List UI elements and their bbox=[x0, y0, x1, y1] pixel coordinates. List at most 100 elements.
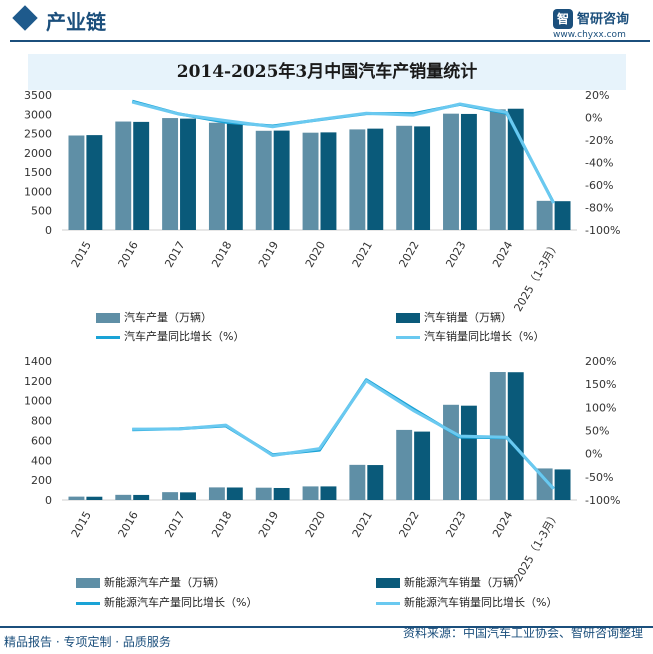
nev-bar-s0-7 bbox=[396, 429, 413, 500]
car-category-label-3: 2018 bbox=[209, 239, 234, 270]
car-bar-s0-6 bbox=[349, 129, 366, 230]
car-bar-s0-5 bbox=[302, 132, 319, 230]
car-category-label-0: 2015 bbox=[69, 239, 94, 270]
nev-bar-s0-3 bbox=[208, 487, 225, 500]
car-legend-label-3: 汽车销量同比增长（%） bbox=[424, 330, 545, 343]
nev-bar-s1-9 bbox=[507, 372, 524, 500]
nev-bar-s0-6 bbox=[349, 464, 366, 500]
car-bar-s1-2 bbox=[180, 118, 196, 230]
car-bar-s1-8 bbox=[460, 113, 477, 230]
footer: 精品报告 · 专项定制 · 品质服务 资料来源：中国汽车工业协会、智研咨询整理 bbox=[0, 624, 653, 654]
nev-bar-s1-3 bbox=[226, 487, 243, 500]
car-category-label-1: 2016 bbox=[116, 239, 141, 270]
nev-y-tick-4: 800 bbox=[31, 415, 52, 428]
nev-legend-swatch-2 bbox=[76, 602, 100, 605]
nev-category-label-5: 2020 bbox=[303, 509, 328, 540]
header-divider bbox=[10, 40, 650, 42]
car-category-label-8: 2023 bbox=[443, 239, 468, 270]
car-bar-s0-7 bbox=[396, 125, 413, 230]
car-category-label-4: 2019 bbox=[256, 239, 281, 270]
car-bar-s0-4 bbox=[255, 130, 272, 230]
car-y-tick-2: 1000 bbox=[24, 185, 52, 198]
nev-bar-s1-1 bbox=[133, 494, 150, 500]
car-y2-tick-3: -40% bbox=[585, 157, 613, 170]
car-bar-s0-9 bbox=[489, 109, 506, 230]
car-category-label-9: 2024 bbox=[490, 239, 515, 270]
brand-logo-icon: 智 bbox=[553, 9, 573, 29]
nev-bar-s1-5 bbox=[320, 486, 337, 500]
nev-legend-swatch-1 bbox=[376, 578, 400, 588]
car-y2-tick-1: -80% bbox=[585, 202, 613, 215]
nev-category-label-6: 2021 bbox=[350, 509, 375, 540]
footer-slogan: 精品报告 · 专项定制 · 品质服务 bbox=[4, 635, 171, 649]
car-category-label-5: 2020 bbox=[303, 239, 328, 270]
nev-legend-label-2: 新能源汽车产量同比增长（%） bbox=[104, 596, 258, 609]
nev-y-tick-5: 1000 bbox=[24, 395, 52, 408]
brand-name: 智研咨询 bbox=[577, 12, 630, 27]
nev-y2-tick-2: 0% bbox=[585, 448, 602, 461]
car-bar-s1-4 bbox=[273, 130, 290, 230]
car-line-s3 bbox=[131, 100, 555, 204]
nev-category-label-2: 2017 bbox=[162, 509, 187, 540]
chart-title: 2014-2025年3月中国汽车产销量统计 bbox=[176, 62, 478, 82]
nev-legend-swatch-3 bbox=[376, 602, 400, 605]
nev-y-tick-0: 0 bbox=[45, 494, 52, 507]
car-bar-s1-5 bbox=[320, 132, 337, 230]
car-y2-tick-0: -100% bbox=[585, 224, 620, 237]
car-legend-label-0: 汽车产量（万辆） bbox=[124, 311, 212, 324]
nev-category-label-1: 2016 bbox=[116, 509, 141, 540]
car-category-label-10: 2025（1-3月） bbox=[511, 239, 562, 314]
car-y-tick-5: 2500 bbox=[24, 128, 52, 141]
nev-legend-label-1: 新能源汽车销量（万辆） bbox=[404, 576, 525, 589]
nev-y2-tick-0: -100% bbox=[585, 494, 620, 507]
nev-y2-tick-5: 150% bbox=[585, 378, 616, 391]
nev-legend-label-3: 新能源汽车销量同比增长（%） bbox=[404, 596, 558, 609]
car-bar-s0-10 bbox=[536, 200, 553, 230]
nev-bar-s0-1 bbox=[115, 494, 132, 500]
nev-bar-s1-0 bbox=[86, 496, 103, 500]
brand-url[interactable]: www.chyxx.com bbox=[553, 30, 626, 40]
nev-y2-tick-3: 50% bbox=[585, 425, 609, 438]
car-y2-tick-5: 0% bbox=[585, 112, 602, 125]
nev-bar-s0-4 bbox=[255, 487, 272, 500]
nev-category-label-7: 2022 bbox=[396, 509, 421, 540]
car-y2-tick-6: 20% bbox=[585, 89, 609, 102]
nev-bar-s0-2 bbox=[162, 492, 179, 500]
nev-line-s3 bbox=[132, 379, 555, 490]
nev-y2-tick-4: 100% bbox=[585, 401, 616, 414]
section-title: 产业链 bbox=[46, 10, 106, 34]
source-note: 资料来源：中国汽车工业协会、智研咨询整理 bbox=[402, 626, 643, 640]
nev-category-label-4: 2019 bbox=[256, 509, 281, 540]
car-legend-swatch-1 bbox=[396, 313, 420, 323]
footer-divider bbox=[0, 626, 653, 628]
car-y-tick-3: 1500 bbox=[24, 166, 52, 179]
nev-bar-s1-2 bbox=[180, 492, 196, 500]
nev-y2-tick-6: 200% bbox=[585, 355, 616, 368]
car-bar-s1-1 bbox=[133, 121, 150, 230]
nev-legend-label-0: 新能源汽车产量（万辆） bbox=[104, 576, 225, 589]
car-y-tick-6: 3000 bbox=[24, 108, 52, 121]
car-category-label-2: 2017 bbox=[162, 239, 187, 270]
car-category-label-6: 2021 bbox=[350, 239, 375, 270]
nev-bar-s1-7 bbox=[414, 431, 431, 500]
nev-legend-swatch-0 bbox=[76, 578, 100, 588]
car-bar-s0-8 bbox=[443, 113, 459, 230]
car-legend-swatch-2 bbox=[96, 336, 120, 339]
car-category-label-7: 2022 bbox=[396, 239, 421, 270]
car-y2-tick-4: -20% bbox=[585, 134, 613, 147]
car-bar-s1-10 bbox=[554, 201, 571, 230]
car-bar-s1-6 bbox=[367, 128, 384, 230]
car-bar-s1-3 bbox=[226, 121, 243, 230]
nev-y-tick-1: 200 bbox=[31, 474, 52, 487]
nev-bar-s1-8 bbox=[460, 405, 477, 500]
car-y-tick-1: 500 bbox=[31, 205, 52, 218]
nev-bar-s1-10 bbox=[554, 469, 571, 500]
nev-y-tick-3: 600 bbox=[31, 434, 52, 447]
car-legend-label-1: 汽车销量（万辆） bbox=[424, 311, 512, 324]
car-bar-s0-2 bbox=[162, 118, 179, 230]
car-legend-swatch-0 bbox=[96, 313, 120, 323]
brand[interactable]: 智 智研咨询 www.chyxx.com bbox=[553, 6, 643, 40]
nev-bar-s0-5 bbox=[302, 486, 319, 500]
nev-bar-s1-6 bbox=[367, 465, 384, 500]
